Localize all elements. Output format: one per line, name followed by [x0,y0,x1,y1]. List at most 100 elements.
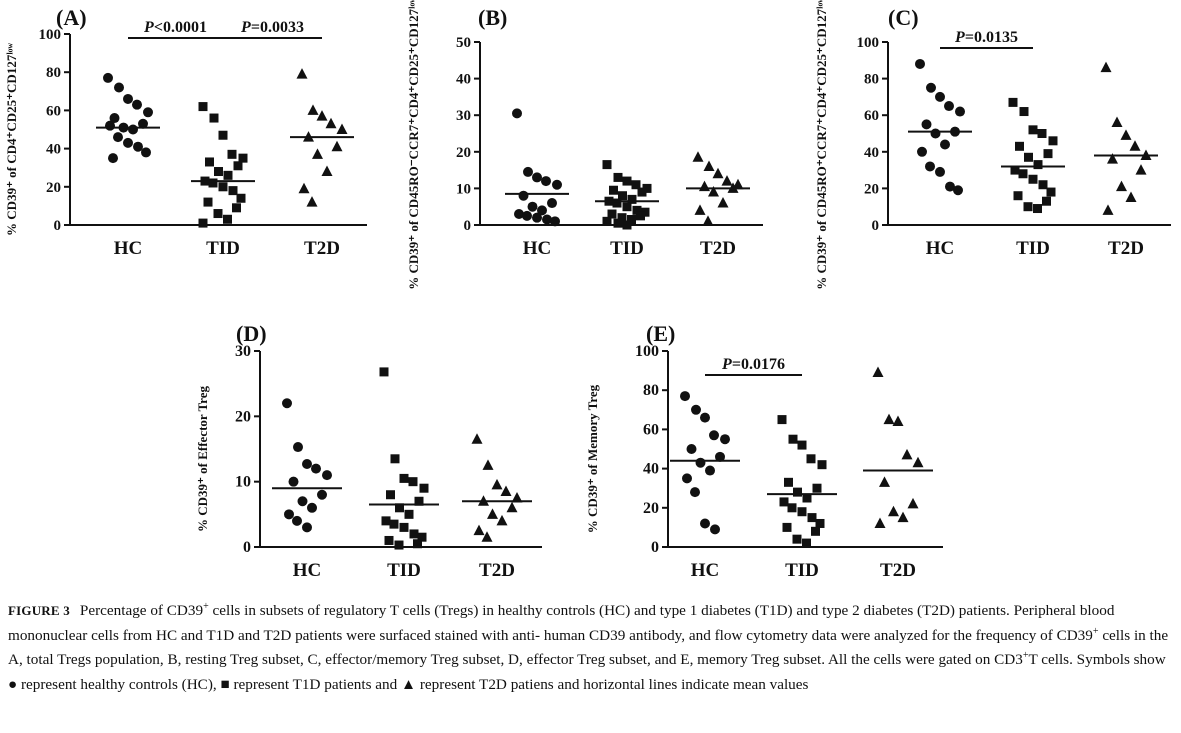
data-point-circle [311,463,321,474]
data-point-triangle [1100,61,1112,73]
data-point-square [399,473,409,483]
p-value: =0.0176 [732,356,785,373]
data-point-square [1038,180,1048,190]
data-point-square [613,172,623,182]
x-tick-label: HC [114,238,143,259]
data-point-square [627,194,637,204]
x-tick-label: T2D [304,238,340,259]
data-point-square [1008,97,1018,107]
data-point-circle [108,153,118,164]
y-tick-label: 60 [643,421,659,438]
panel-label: (B) [478,5,507,30]
data-point-square [802,538,811,548]
data-point-triangle [1116,180,1127,192]
x-tick-label: HC [691,560,720,581]
y-axis-title: % CD39⁺ of Memory Treg [585,384,600,533]
data-point-triangle [712,167,724,179]
y-axis-title: % CD39⁺ of CD45RO⁻CCR7⁺CD4⁺CD25⁺CD127ˡᵒʷ [406,0,421,290]
x-tick-label: TID [1016,238,1050,259]
panel-label: (E) [646,321,675,346]
data-point-square [409,529,419,539]
p-value-label: P<0.0001 [143,19,207,36]
data-point-circle [682,473,692,484]
p-value: =0.0135 [965,29,1018,46]
data-point-square [381,516,391,526]
data-point-circle [935,166,945,177]
data-point-circle [114,82,124,93]
caption-text-7: represent T2D patiens and horizontal lin… [416,675,809,693]
y-tick-label: 0 [651,539,659,556]
data-point-square [227,149,237,159]
data-point-triangle [321,165,333,177]
data-point-square [1042,196,1051,206]
data-point-circle [690,487,700,498]
data-point-triangle [331,140,343,152]
data-point-triangle [1107,153,1118,164]
data-point-circle [953,185,963,196]
data-point-circle [700,412,710,423]
data-point-square [384,535,394,545]
data-point-circle [710,524,720,535]
data-point-square [223,214,232,224]
data-point-triangle [694,204,706,215]
data-point-triangle [473,524,485,536]
data-point-circle [925,161,935,172]
chart-panel-4: (D) 0 10 20 30 % CD39⁺ of Effector Treg HC TID T… [195,321,542,581]
data-point-circle [138,118,148,129]
data-point-circle [284,509,294,520]
data-point-circle [945,181,955,192]
data-point-triangle [298,182,310,194]
data-point-square [817,460,827,470]
data-point-square [622,202,632,212]
data-point-triangle [912,456,924,468]
data-point-triangle [487,508,498,519]
data-point-circle [128,124,138,135]
data-point-triangle [892,415,904,427]
data-point-square [637,187,647,197]
chart-panel-1: (A) 0 20 40 60 80 100 % CD39⁺ of CD4⁺CD25⁺CD127… [4,5,367,259]
data-point-square [1046,187,1056,197]
data-point-triangle [316,110,328,121]
data-point-square [806,454,816,464]
panel-label: (D) [236,321,267,346]
data-point-triangle [872,366,884,378]
data-point-circle [123,137,133,148]
data-point-triangle [732,178,744,190]
data-point-square [792,534,802,544]
y-tick-label: 0 [464,218,472,234]
data-point-circle [302,522,312,533]
data-point-triangle [312,148,323,159]
y-axis-title: % CD39⁺ of CD45RO⁺CCR7⁺CD4⁺CD25⁺CD127ˡᵒʷ [814,0,829,290]
caption-text-2: cells in subsets of regulatory T cells (… [8,602,1115,644]
data-point-square [236,193,246,203]
data-point-circle [103,72,113,83]
data-point-circle [297,496,308,507]
data-point-triangle [482,459,494,470]
caption-text-5: represent healthy controls (HC), [17,675,221,693]
y-tick-label: 60 [46,103,61,119]
data-point-triangle [1125,191,1137,203]
panel-label: (A) [56,5,87,30]
chart-panel-3: (C) 0 20 40 60 80 100 % CD39⁺ of CD45RO⁺CCR7⁺CD… [814,0,1171,290]
data-point-square [812,483,822,493]
data-point-circle [317,489,327,500]
p-value-label: P=0.0135 [954,29,1018,46]
circle-symbol-icon: ● [8,675,18,693]
data-point-square [1033,160,1043,170]
data-point-square [389,519,399,529]
caption-text-4: T cells. Symbols show [1028,651,1166,668]
data-point-circle [512,108,522,119]
data-point-square [779,497,789,507]
data-point-circle [552,179,562,190]
data-point-square [414,496,424,506]
data-point-square [399,522,409,532]
data-point-square [214,167,223,177]
p-symbol: P [143,19,154,36]
p-symbol: P [240,19,251,36]
data-point-square [395,503,404,513]
x-tick-label: T2D [1108,238,1144,259]
data-point-circle [921,119,932,130]
data-point-square [379,367,389,377]
data-point-triangle [500,485,512,496]
p-value: =0.0033 [251,19,304,36]
